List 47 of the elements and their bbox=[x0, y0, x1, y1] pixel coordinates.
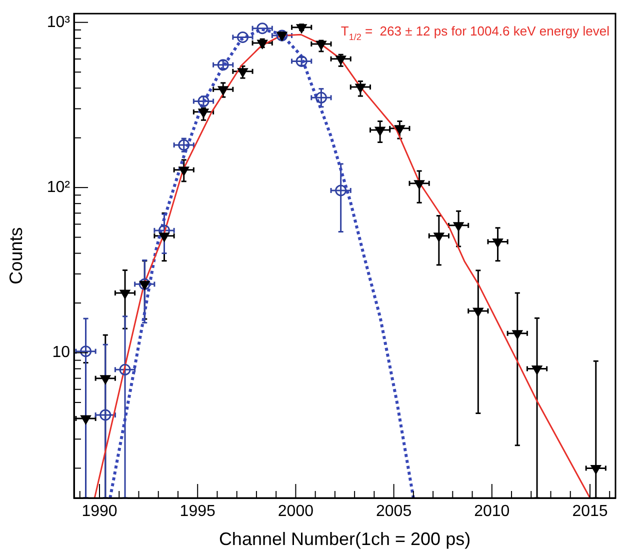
point bbox=[100, 375, 110, 384]
x-tick-label: 2010 bbox=[474, 503, 510, 520]
point bbox=[355, 84, 366, 93]
point bbox=[453, 222, 464, 232]
point bbox=[296, 24, 307, 34]
point bbox=[473, 308, 484, 317]
point bbox=[316, 40, 326, 50]
point bbox=[394, 125, 405, 134]
point bbox=[100, 409, 112, 421]
point bbox=[140, 280, 150, 290]
point bbox=[80, 415, 91, 424]
point bbox=[217, 59, 229, 71]
x-tick-label: 2000 bbox=[278, 503, 314, 520]
point bbox=[414, 180, 424, 190]
point bbox=[138, 278, 150, 290]
x-tick-label: 2015 bbox=[572, 503, 608, 520]
y-tick-label: 10³ bbox=[46, 14, 71, 31]
point bbox=[120, 290, 130, 299]
point bbox=[374, 126, 386, 136]
point bbox=[178, 166, 189, 176]
point bbox=[198, 96, 210, 107]
point bbox=[198, 108, 209, 118]
x-tick-label: 1990 bbox=[82, 503, 118, 520]
y-axis-title: Counts bbox=[6, 227, 26, 284]
point bbox=[512, 330, 522, 340]
x-tick-label: 2005 bbox=[376, 503, 412, 520]
point bbox=[335, 184, 347, 196]
point bbox=[315, 92, 327, 104]
point bbox=[119, 364, 131, 376]
point bbox=[336, 56, 346, 65]
point bbox=[159, 232, 170, 242]
point bbox=[236, 31, 248, 43]
x-axis-title: Channel Number(1ch = 200 ps) bbox=[218, 529, 471, 550]
point bbox=[257, 40, 268, 49]
point bbox=[296, 55, 308, 67]
point bbox=[256, 22, 268, 34]
point bbox=[80, 346, 92, 358]
x-tick-label: 1995 bbox=[180, 503, 216, 520]
point bbox=[434, 232, 444, 242]
point bbox=[238, 68, 248, 78]
point bbox=[590, 464, 601, 474]
point bbox=[178, 139, 190, 151]
y-tick-label: 10 bbox=[52, 344, 70, 362]
point bbox=[492, 238, 503, 248]
y-tick-label: 10² bbox=[46, 178, 71, 196]
point bbox=[218, 86, 228, 96]
point bbox=[532, 365, 542, 374]
